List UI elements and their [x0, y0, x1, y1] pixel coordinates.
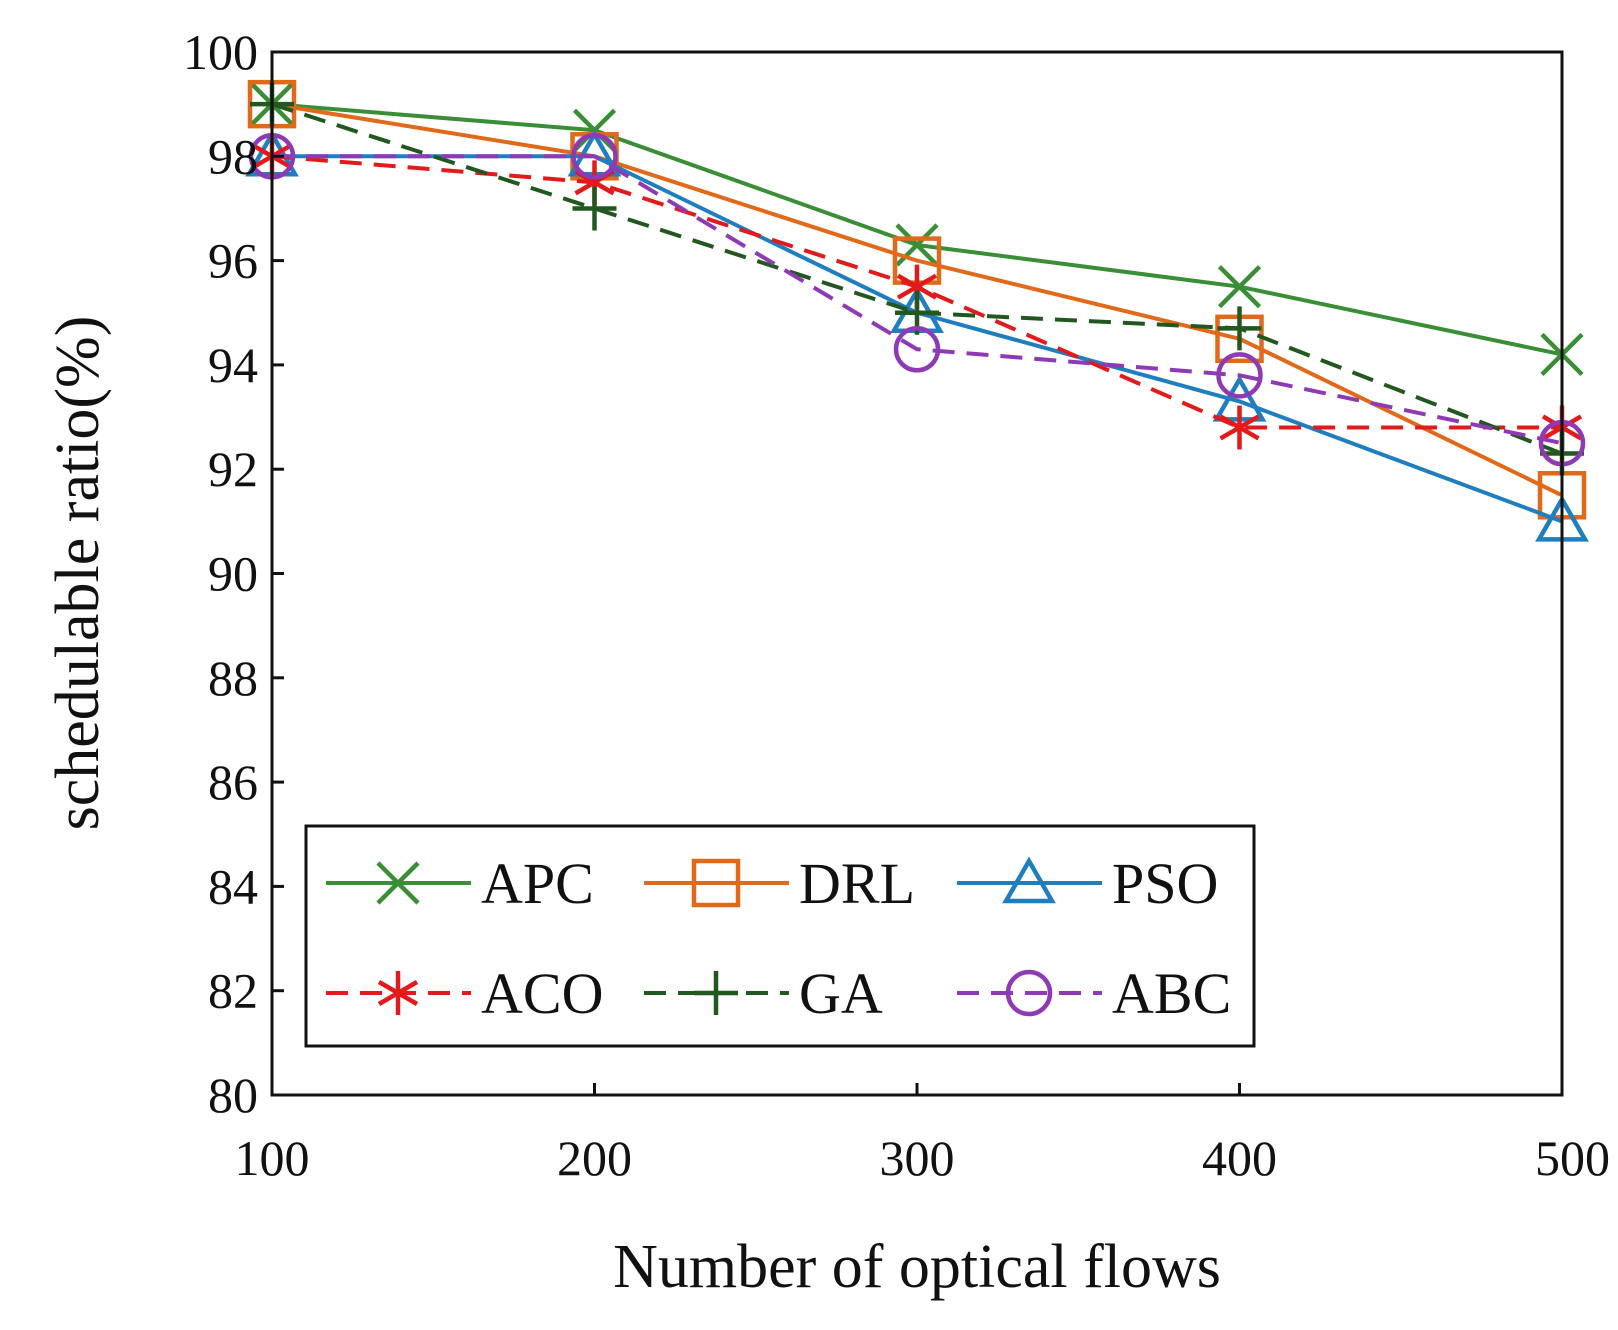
legend-marker-drl: [691, 858, 741, 908]
legend-label-apc: APC: [481, 851, 594, 916]
legend-label-drl: DRL: [799, 851, 915, 916]
legend: APC DRL PSO ACO GA ABC: [304, 824, 1256, 1048]
point-apc-400: [1217, 265, 1262, 309]
axis-ticks: [270, 50, 1564, 1097]
legend-entry-drl: DRL: [644, 851, 915, 916]
y-tick-label-1: 82: [208, 963, 258, 1019]
legend-marker-pso: [1002, 856, 1056, 904]
point-ga-200: [572, 186, 617, 231]
series-line-abc: [272, 154, 1563, 446]
point-aco-400: [1219, 405, 1260, 450]
legend-entry-aco: ACO: [326, 961, 603, 1026]
legend-marker-apc: [376, 861, 420, 905]
series-layer: [245, 79, 1589, 542]
y-tick-label-5: 90: [208, 546, 258, 602]
legend-box: [304, 824, 1256, 1048]
legend-label-abc: ABC: [1112, 961, 1231, 1026]
x-tick-label-4: 500: [1535, 1130, 1610, 1186]
y-tick-label-3: 86: [208, 754, 258, 810]
legend-label-pso: PSO: [1112, 851, 1218, 916]
legend-entry-ga: GA: [644, 961, 883, 1026]
x-tick-label-2: 300: [880, 1130, 955, 1186]
y-tick-label-0: 80: [208, 1067, 258, 1123]
y-tick-label-2: 84: [208, 858, 258, 914]
series-abc: [248, 133, 1586, 467]
legend-entry-abc: ABC: [957, 961, 1231, 1026]
axis-tick-labels: 80 82 84 86 88 90 92 94 96 98 100 100 200 300 400 500: [183, 24, 1610, 1186]
legend-entry-pso: PSO: [957, 851, 1218, 916]
x-tick-label-3: 400: [1202, 1130, 1277, 1186]
point-abc-200: [571, 133, 618, 180]
legend-marker-ga: [694, 971, 738, 1015]
y-tick-label-4: 88: [208, 650, 258, 706]
series-line-ga: [271, 102, 1563, 456]
legend-items: APC DRL PSO ACO GA ABC: [326, 851, 1231, 1026]
y-axis-title: schedulable ratio(%): [44, 316, 112, 831]
legend-entry-apc: APC: [326, 851, 594, 916]
legend-marker-abc: [1005, 969, 1053, 1017]
legend-label-ga: GA: [799, 961, 883, 1026]
point-ga-400: [1217, 306, 1262, 351]
y-tick-label-7: 94: [208, 337, 258, 393]
point-abc-300: [893, 326, 941, 373]
legend-marker-aco: [377, 971, 419, 1015]
series-line-drl: [271, 102, 1563, 498]
legend-label-aco: ACO: [481, 961, 603, 1026]
x-axis-title: Number of optical flows: [613, 1233, 1221, 1301]
y-tick-label-6: 92: [208, 441, 258, 497]
y-tick-label-10: 100: [183, 24, 258, 80]
x-tick-label-0: 100: [235, 1130, 310, 1186]
x-tick-label-1: 200: [557, 1130, 632, 1186]
series-line-pso: [272, 154, 1563, 524]
y-tick-label-8: 96: [208, 233, 258, 289]
series-pso: [245, 129, 1589, 542]
y-tick-label-9: 98: [208, 128, 258, 184]
point-abc-400: [1216, 352, 1263, 399]
